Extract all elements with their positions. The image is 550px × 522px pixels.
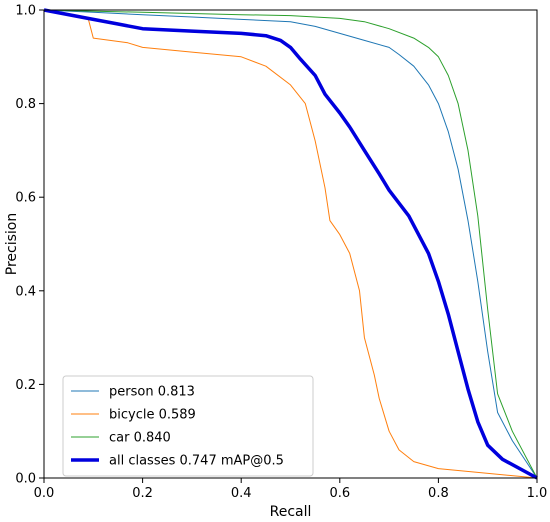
legend-entry: person 0.813 [109, 385, 195, 400]
x-tick-label: 0.4 [231, 486, 252, 501]
x-tick-label: 0.2 [132, 486, 153, 501]
x-tick-label: 1.0 [527, 486, 548, 501]
y-tick-label: 0.4 [15, 284, 36, 299]
x-tick-label: 0.0 [34, 486, 55, 501]
y-axis-label: Precision [4, 213, 20, 275]
x-tick-label: 0.6 [329, 486, 350, 501]
legend-entry: bicycle 0.589 [109, 408, 196, 423]
axis-ticks: 0.0 0.2 0.4 0.6 0.8 1.0 0.0 0.2 0.4 0.6 0.8 1.0 [15, 4, 547, 502]
y-tick-label: 0.0 [15, 472, 36, 487]
plot-frame [43, 9, 538, 479]
series-line-3 [43, 8, 538, 480]
legend-box [62, 375, 314, 477]
x-axis-label: Recall [270, 504, 312, 520]
legend: person 0.813 bicycle 0.589 car 0.840 all cl… [62, 375, 314, 477]
x-tick-label: 0.8 [428, 486, 449, 501]
legend-entry: all classes 0.747 mAP@0.5 [109, 454, 284, 469]
plot-area [43, 8, 538, 480]
y-tick-label: 1.0 [15, 4, 36, 19]
series-line-0 [43, 9, 538, 479]
legend-entry: car 0.840 [109, 431, 171, 446]
series-line-2 [43, 9, 538, 479]
y-tick-label: 0.2 [15, 378, 36, 393]
y-tick-label: 0.8 [15, 97, 36, 112]
series-line-1 [43, 9, 538, 479]
y-tick-label: 0.6 [15, 191, 36, 206]
